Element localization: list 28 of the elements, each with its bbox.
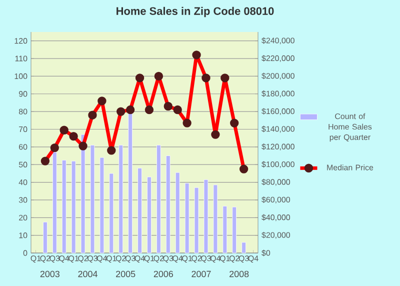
bar bbox=[184, 182, 190, 254]
bar bbox=[222, 206, 228, 254]
text: 2007 bbox=[192, 270, 211, 278]
bar bbox=[43, 222, 48, 254]
bar bbox=[109, 173, 114, 254]
bar bbox=[175, 172, 180, 254]
text: 2005 bbox=[116, 270, 136, 278]
bar bbox=[204, 179, 208, 254]
bar bbox=[194, 187, 199, 254]
chart-title: Home Sales in Zip Code 08010 bbox=[116, 6, 274, 18]
bar bbox=[213, 184, 218, 254]
bar bbox=[100, 157, 104, 254]
text: 2008 bbox=[230, 270, 249, 278]
bar bbox=[147, 176, 152, 254]
bar bbox=[118, 144, 124, 254]
text: 2004 bbox=[78, 270, 98, 278]
bar bbox=[80, 134, 86, 254]
bar bbox=[242, 242, 246, 254]
bar bbox=[62, 160, 66, 254]
text: 2003 bbox=[40, 270, 60, 278]
bar bbox=[90, 144, 95, 254]
bar bbox=[232, 206, 237, 254]
bar bbox=[71, 160, 76, 254]
text: 2006 bbox=[154, 270, 173, 278]
bar bbox=[52, 152, 57, 254]
bar bbox=[156, 144, 161, 254]
bar bbox=[138, 168, 142, 254]
bar bbox=[166, 156, 170, 254]
